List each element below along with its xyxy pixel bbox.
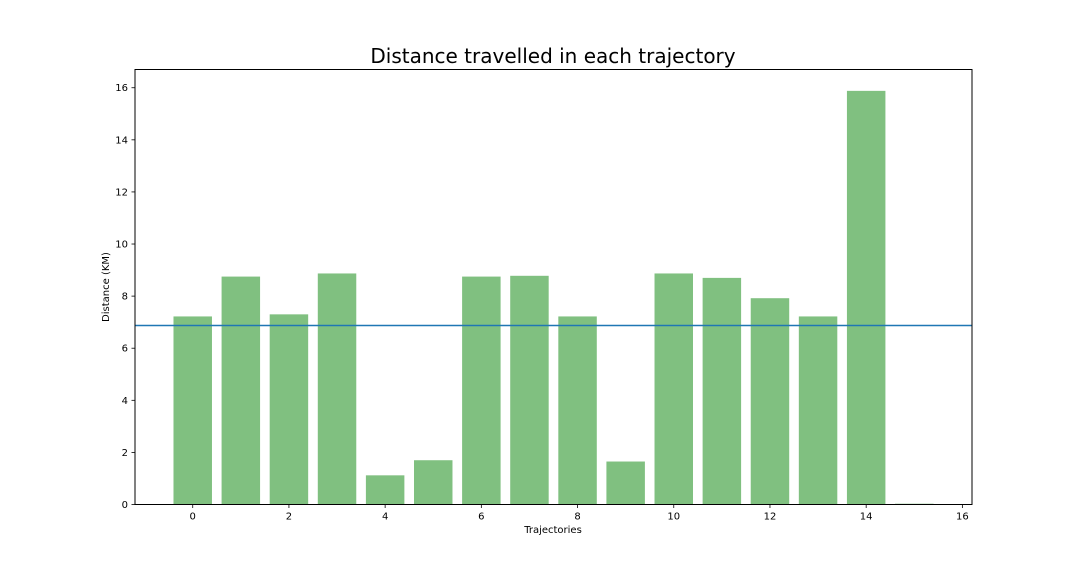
x-tick-label: 6 [478,512,484,523]
x-tick-label: 0 [190,512,196,523]
bar-5 [414,460,453,505]
bars-group [173,90,934,505]
y-tick-label: 8 [122,292,128,303]
y-tick-label: 6 [122,344,128,355]
bar-8 [558,316,597,505]
bar-11 [702,277,742,505]
bar-12 [750,298,790,505]
plot-frame [134,69,973,505]
y-tick-label: 12 [115,187,128,198]
y-axis-label: Distance (KM) [101,252,112,322]
y-tick-label: 0 [122,500,128,511]
x-tick-label: 4 [382,512,388,523]
x-axis-label: Trajectories [523,525,582,536]
bar-2 [269,314,309,505]
bar-9 [606,461,645,505]
y-tick-label: 2 [122,448,128,459]
bar-0 [173,316,212,505]
x-tick-label: 12 [764,512,777,523]
bar-10 [654,273,693,505]
y-tick-label: 10 [115,240,128,251]
x-tick-label: 16 [956,512,969,523]
y-tick-label: 16 [115,83,128,94]
x-tick-label: 8 [574,512,580,523]
bar-7 [510,275,549,505]
bar-13 [798,316,838,505]
bar-14 [846,90,886,505]
x-tick-label: 2 [286,512,292,523]
x-tick-label: 10 [667,512,680,523]
bar-1 [221,276,261,505]
bar-6 [462,276,501,505]
y-axis-ticks: 0 2 4 6 8 10 12 14 16 [115,83,135,511]
bar-4 [365,475,405,505]
y-tick-label: 4 [122,396,128,407]
x-axis-ticks: 0 2 4 6 8 10 12 14 16 [190,504,969,523]
bar-3 [317,273,357,505]
x-tick-label: 14 [860,512,873,523]
y-tick-label: 14 [115,135,128,146]
chart-title: Distance travelled in each trajectory [370,44,735,68]
